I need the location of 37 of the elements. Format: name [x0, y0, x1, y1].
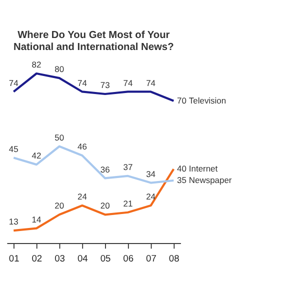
x-tick-label: 02 — [32, 253, 42, 264]
x-tick-label: 03 — [54, 253, 65, 264]
x-tick-label: 07 — [146, 253, 156, 264]
data-label: 74 — [8, 78, 19, 88]
data-label: 20 — [100, 200, 110, 211]
data-label: 36 — [100, 164, 110, 174]
data-label: 46 — [78, 142, 88, 152]
data-label: 24 — [146, 192, 156, 202]
x-tick-label: 01 — [8, 253, 20, 264]
text: Where Do You Get Most of Your — [18, 30, 170, 41]
data-label: 82 — [32, 60, 42, 70]
data-label: 40 — [177, 164, 187, 174]
data-label: 20 — [54, 200, 64, 211]
x-tick-label: 05 — [100, 253, 111, 264]
x-tick-label: 06 — [123, 253, 134, 264]
data-label: 35 — [177, 175, 187, 186]
data-label: 74 — [78, 78, 88, 88]
x-tick-label: 08 — [168, 253, 180, 264]
data-label: 74 — [146, 78, 156, 88]
data-label: 73 — [100, 80, 110, 90]
data-label: 21 — [123, 198, 133, 208]
x-tick-label: 04 — [77, 253, 88, 264]
data-label: 45 — [8, 144, 19, 154]
series-label: Internet — [188, 164, 218, 174]
series-label: Newspaper — [188, 175, 232, 186]
data-label: 14 — [32, 214, 42, 224]
series-label: Television — [188, 95, 226, 106]
data-label: 50 — [54, 132, 64, 142]
data-label: 80 — [54, 64, 64, 74]
data-label: 42 — [32, 150, 42, 161]
data-label: 13 — [8, 216, 19, 227]
text: National and International News? — [14, 42, 174, 53]
data-label: 70 — [177, 95, 187, 106]
data-label: 74 — [123, 78, 133, 88]
data-label: 34 — [146, 168, 156, 179]
data-label: 24 — [78, 192, 88, 202]
data-label: 37 — [123, 162, 133, 172]
